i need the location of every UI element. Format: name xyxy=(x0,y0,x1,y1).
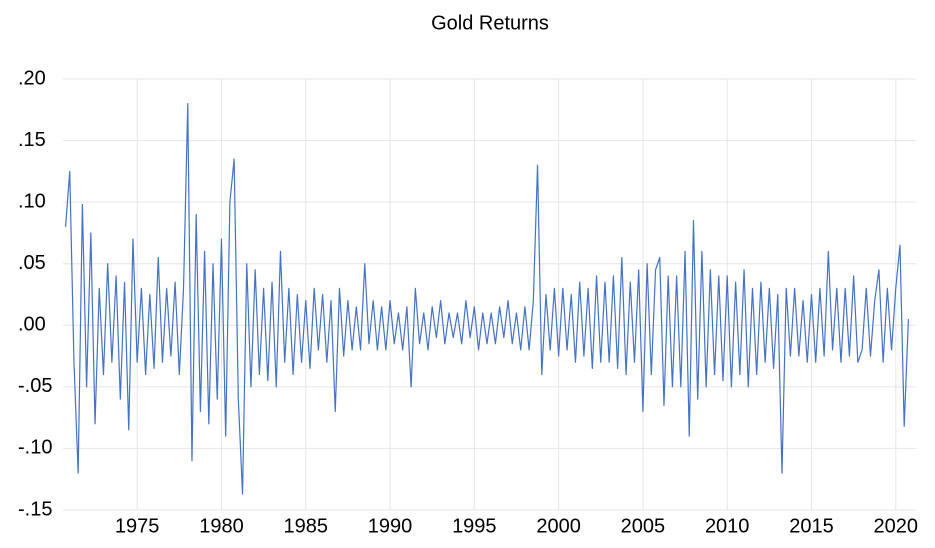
x-tick-label: 2005 xyxy=(621,515,666,537)
x-tick-label: 1985 xyxy=(284,515,329,537)
x-tick-label: 1980 xyxy=(199,515,244,537)
x-tick-label: 1995 xyxy=(452,515,497,537)
chart-title: Gold Returns xyxy=(431,12,549,34)
y-tick-label: .10 xyxy=(18,190,46,212)
y-tick-label: .20 xyxy=(18,67,46,89)
data-line xyxy=(64,103,910,495)
y-tick-label: -.05 xyxy=(18,375,52,397)
x-tick-label: 1975 xyxy=(115,515,160,537)
y-tick-label: .05 xyxy=(18,252,46,274)
x-tick-label: 1990 xyxy=(368,515,413,537)
x-tick-label: 2000 xyxy=(536,515,581,537)
y-tick-label: .00 xyxy=(18,314,46,336)
x-tick-label: 2020 xyxy=(874,515,919,537)
x-tick-label: 2015 xyxy=(789,515,834,537)
y-tick-label: -.15 xyxy=(18,498,52,520)
y-tick-label: .15 xyxy=(18,129,46,151)
y-tick-label: -.10 xyxy=(18,437,52,459)
x-tick-label: 2010 xyxy=(705,515,750,537)
